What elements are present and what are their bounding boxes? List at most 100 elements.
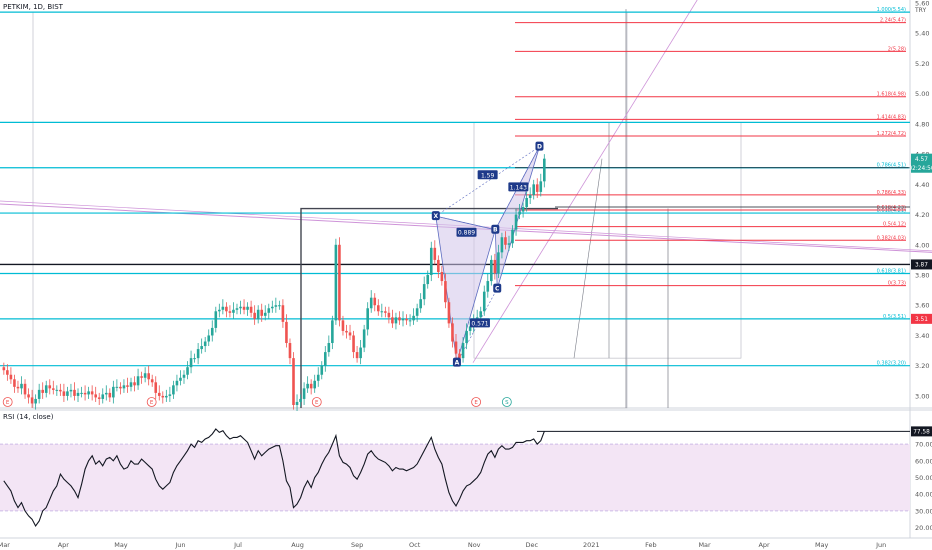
candle-body [133,382,136,386]
price-tick: 3.00 [915,392,929,400]
pattern-point-label: A [455,360,460,367]
candle-body [157,392,161,396]
candle-body [422,284,426,300]
candle-body [451,323,454,342]
candle-body [532,184,536,195]
candle-body [387,312,391,318]
candle-body [249,306,253,313]
pattern-point-box [535,141,544,151]
candle-body [203,341,207,347]
rsi-tick: 60.00 [915,457,932,465]
candle-body [486,281,490,292]
candle-body [482,291,486,312]
event-marker-label: E [315,400,319,406]
pattern-ratio-label: 1.143 [510,184,527,191]
event-marker [471,397,482,407]
candle-body [207,335,211,342]
time-tick: Nov [468,541,481,549]
pattern-ratio-label: 0.571 [471,320,488,327]
candle-body [200,346,203,350]
price-badge [911,259,932,270]
candle-body [373,297,377,306]
price-badge [911,162,932,173]
candle-body [218,309,221,312]
candle-body [83,392,87,395]
candle-body [493,259,497,274]
candle-body [334,244,338,321]
red-fib-label: 1.414(4.83) [877,114,906,120]
candle-body [401,318,405,321]
event-marker [2,397,13,407]
red-fib-label: 0.786(4.33) [877,190,906,196]
time-tick: Oct [409,541,421,549]
candle-body [384,311,387,313]
pattern-point-box [431,211,440,221]
price-tick: 5.40 [915,30,929,38]
candle-body [232,309,235,313]
candle-body [129,382,133,387]
price-tick: 3.80 [915,272,929,280]
candle-body [94,394,97,398]
pattern-point-label: B [493,227,498,234]
candle-body [288,343,292,359]
candle-body [362,329,366,348]
candle-body [437,259,440,272]
candle-body [172,385,175,395]
candle-body [239,306,242,309]
candle-body [115,386,119,388]
time-tick: May [114,541,128,549]
rsi-tick: 40.00 [915,491,932,499]
candle-body [352,335,355,353]
candle-body [20,383,23,389]
candle-body [108,392,112,398]
pattern-ratio-box [456,227,477,237]
candle-body [16,386,20,389]
price-tick: 3.20 [915,362,929,370]
time-tick: Sep [351,541,363,549]
candle-body [376,305,380,312]
candle-body [369,297,373,309]
candle-body [2,367,6,371]
candle-body [168,394,172,396]
candle-body [101,394,105,399]
candle-body [405,318,408,321]
candle-body [295,401,299,405]
rsi-line [3,428,545,528]
candle-body [260,309,264,316]
candle-body [408,320,412,322]
candle-body [394,317,398,324]
rsi-badge-label: 77.58 [913,430,930,436]
price-badge [911,313,932,324]
candle-body [80,392,83,394]
price-tick: 5.00 [915,90,929,98]
candle-body [143,373,147,378]
candle-body [440,272,444,282]
time-tick: 2021 [583,541,600,549]
candle-body [281,305,285,322]
candle-body [104,392,108,395]
candle-body [271,306,274,309]
candle-body [225,306,228,312]
pattern-dash [435,146,540,217]
time-tick: Jun [875,541,886,549]
red-fib-label: 0(3.73) [888,281,906,287]
candle-body [186,367,189,375]
candle-body [419,299,422,309]
pattern-point-box [452,357,461,367]
projection-line [573,158,603,359]
candle-body [278,305,281,307]
candle-body [76,392,80,396]
candle-body [479,311,483,318]
rsi-tick: 70.00 [915,441,932,449]
rsi-band [0,444,910,511]
candle-body [9,374,13,380]
candle-body [175,380,179,386]
rsi-tick: 30.00 [915,507,932,515]
candle-body [242,306,246,310]
time-tick: Dec [526,541,539,549]
candle-body [458,353,461,359]
candle-body [182,374,186,378]
candle-body [543,158,546,182]
price-badge-label: 3.51 [915,317,928,323]
